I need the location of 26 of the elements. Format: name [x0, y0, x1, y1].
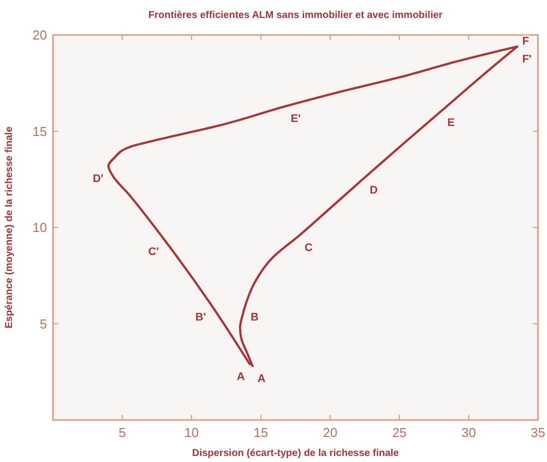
annotation: D	[370, 184, 378, 196]
annotation: B	[250, 311, 259, 324]
annotation: C	[304, 242, 313, 254]
x-tick-label: 5	[118, 425, 126, 440]
y-tick-label: 5	[40, 316, 47, 332]
annotation: F	[522, 35, 530, 48]
annotation: D'	[92, 172, 104, 185]
y-tick-label: 15	[32, 124, 47, 139]
annotation: F'	[522, 53, 532, 66]
x-tick-label: 10	[184, 425, 199, 440]
y-tick-label: 10	[32, 220, 47, 236]
x-tick-label: 35	[530, 425, 546, 440]
x-tick-label: 15	[254, 425, 268, 440]
annotation: B'	[195, 311, 206, 324]
annotation: E	[447, 116, 455, 129]
annotation: E'	[290, 113, 302, 126]
x-tick-label: 20	[322, 425, 338, 440]
y-tick-label: 20	[32, 28, 47, 43]
chart-title: Frontières efficientes ALM sans immobilier et avec immobilier	[148, 10, 443, 21]
y-axis-title: Espérance (moyenne) de la richesse finale	[4, 126, 15, 328]
annotation: A	[258, 372, 266, 385]
annotation: A	[236, 371, 245, 384]
x-tick-label: 25	[392, 425, 407, 440]
x-axis-title: Dispersion (écart-type) de la richesse finale	[192, 448, 400, 459]
annotation: C'	[148, 246, 160, 258]
x-tick-label: 30	[461, 425, 476, 440]
